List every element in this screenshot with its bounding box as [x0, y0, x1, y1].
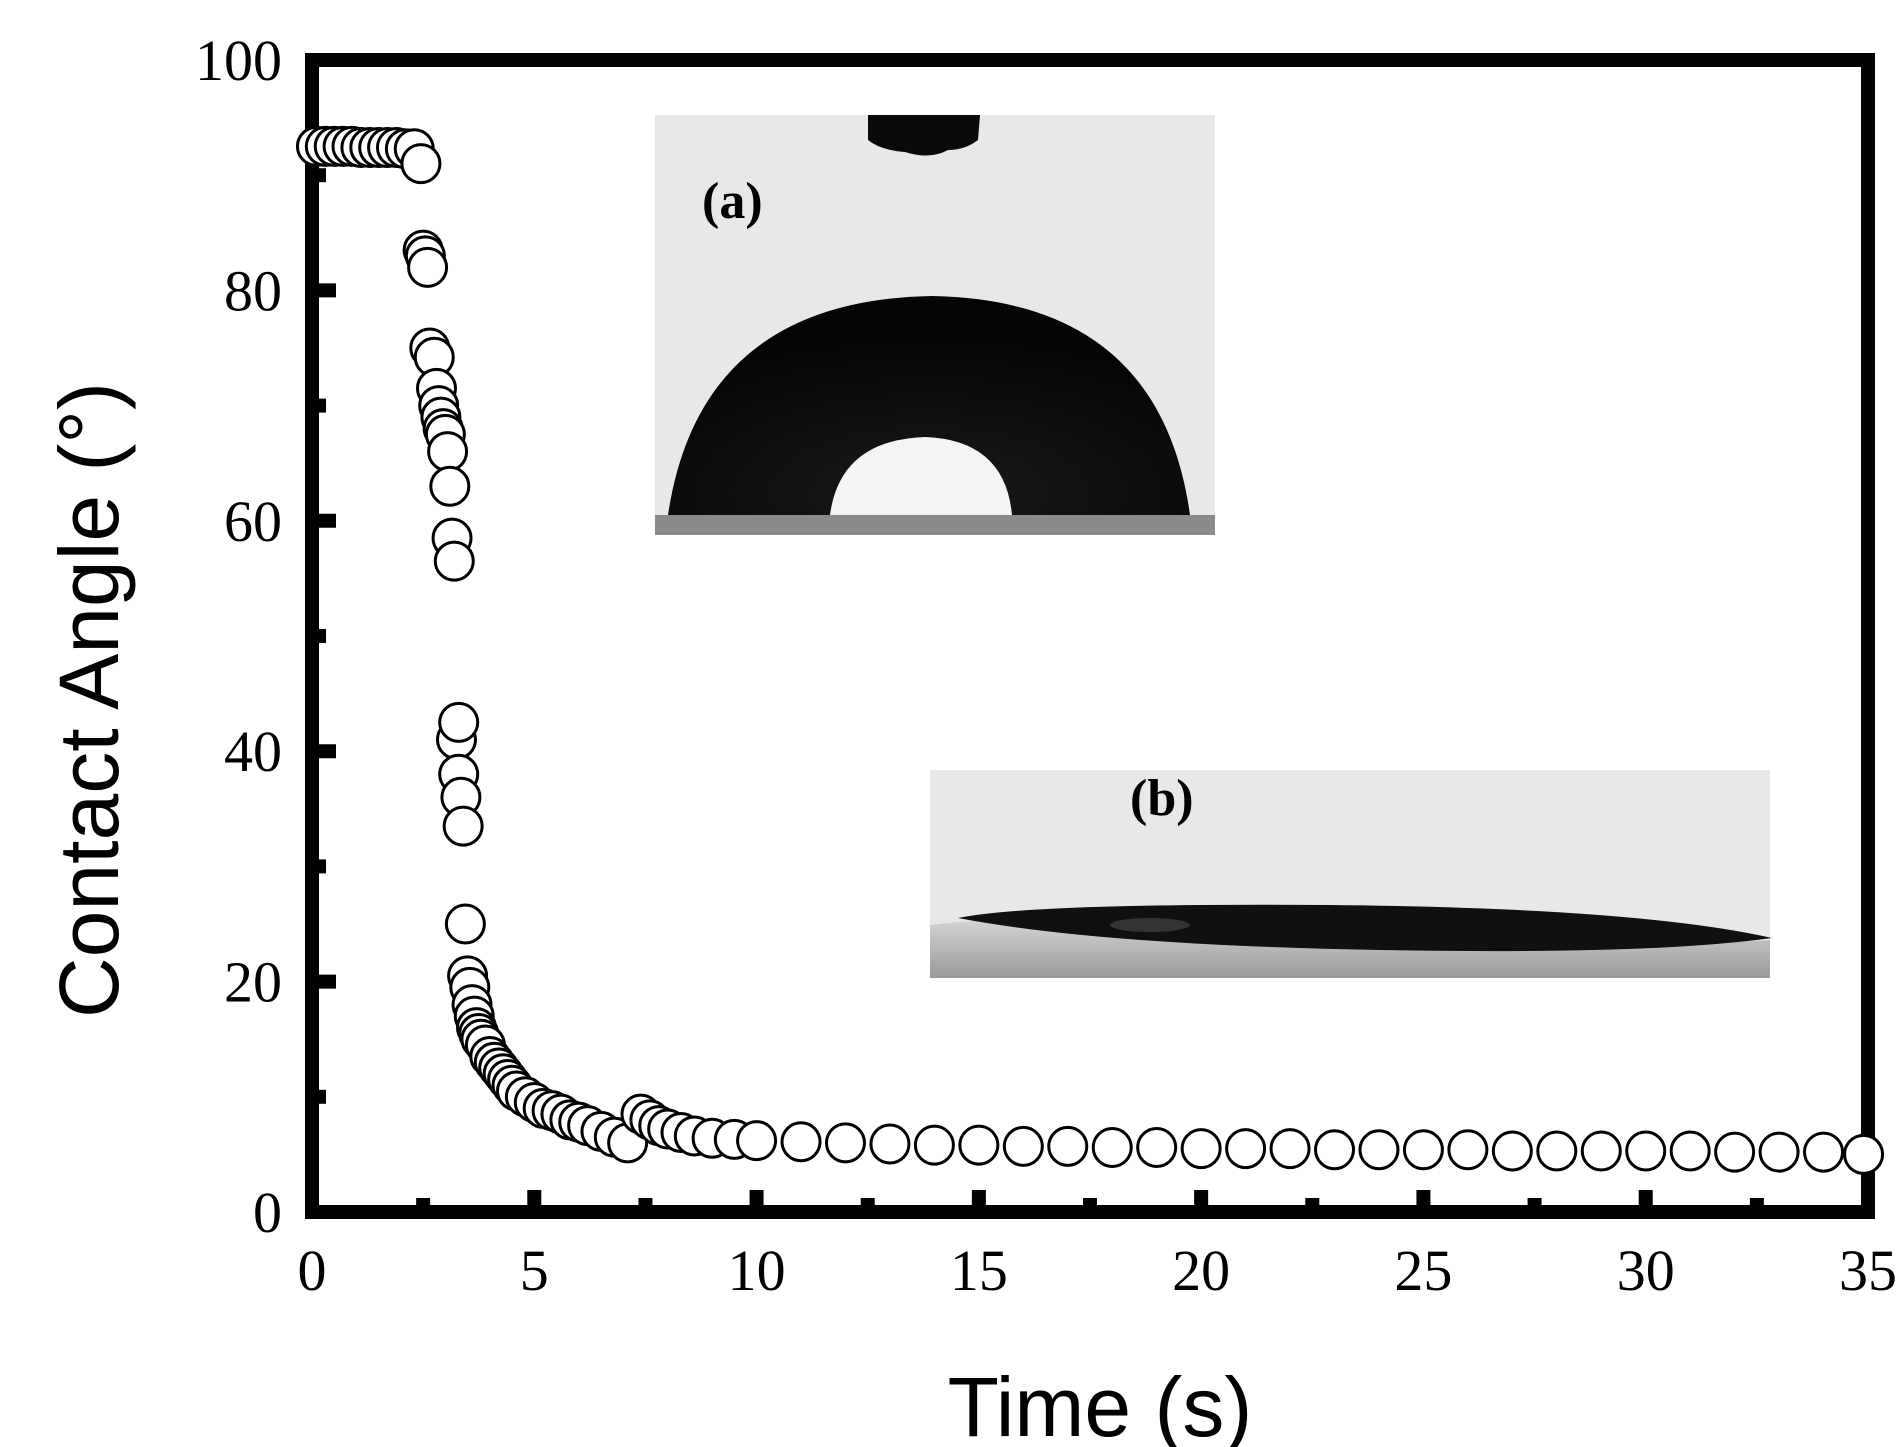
data-point [1758, 1131, 1800, 1173]
x-axis-title: Time (s) [948, 1360, 1253, 1447]
data-point [824, 1122, 866, 1164]
data-point [1625, 1130, 1667, 1172]
inset-photo-a: (a) [655, 115, 1215, 535]
y-tick-label: 0 [253, 1180, 282, 1245]
data-point [913, 1124, 955, 1166]
x-tick-label: 5 [520, 1238, 549, 1303]
data-series [295, 125, 1885, 1175]
inset-b-label: (b) [1130, 770, 1194, 827]
data-point [958, 1124, 1000, 1166]
data-point [1491, 1130, 1533, 1172]
data-point [400, 143, 442, 185]
x-tick-label: 30 [1617, 1238, 1675, 1303]
data-point [780, 1121, 822, 1163]
y-tick-label: 20 [224, 950, 282, 1015]
data-point [1047, 1125, 1089, 1167]
inset-a-label: (a) [702, 173, 763, 230]
data-point [444, 903, 486, 945]
data-point [427, 431, 469, 473]
data-point [869, 1123, 911, 1165]
data-point [1225, 1128, 1267, 1170]
x-tick-label: 15 [950, 1238, 1008, 1303]
data-point [736, 1120, 778, 1162]
x-tick-label: 35 [1839, 1238, 1897, 1303]
x-tick-label: 20 [1172, 1238, 1230, 1303]
data-point [429, 465, 471, 507]
data-point [1580, 1130, 1622, 1172]
data-point [438, 701, 480, 743]
data-point [1714, 1131, 1756, 1173]
data-point [1402, 1129, 1444, 1171]
data-point [1314, 1129, 1356, 1171]
axis-ticks [305, 53, 1875, 1219]
data-point [1269, 1128, 1311, 1170]
x-tick-labels: 0 5 10 15 20 25 30 35 [298, 1238, 1898, 1303]
y-tick-label: 80 [224, 258, 282, 323]
data-point [1002, 1125, 1044, 1167]
data-point [407, 246, 449, 288]
data-point [1843, 1133, 1885, 1175]
x-tick-label: 0 [298, 1238, 327, 1303]
data-point [433, 540, 475, 582]
data-point [1091, 1126, 1133, 1168]
x-tick-label: 10 [728, 1238, 786, 1303]
data-point [442, 805, 484, 847]
data-point [1803, 1131, 1845, 1173]
y-tick-label: 40 [224, 719, 282, 784]
data-point [1180, 1128, 1222, 1170]
data-point [1669, 1130, 1711, 1172]
data-point [1358, 1129, 1400, 1171]
inset-photo-b: (b) [930, 770, 1772, 978]
y-axis-title: Contact Angle (°) [42, 382, 136, 1018]
data-point [1447, 1129, 1489, 1171]
data-point [1536, 1130, 1578, 1172]
x-tick-label: 25 [1394, 1238, 1452, 1303]
y-tick-labels: 0 20 40 60 80 100 [195, 28, 282, 1245]
data-point [1136, 1126, 1178, 1168]
y-tick-label: 60 [224, 489, 282, 554]
y-tick-label: 100 [195, 28, 282, 93]
